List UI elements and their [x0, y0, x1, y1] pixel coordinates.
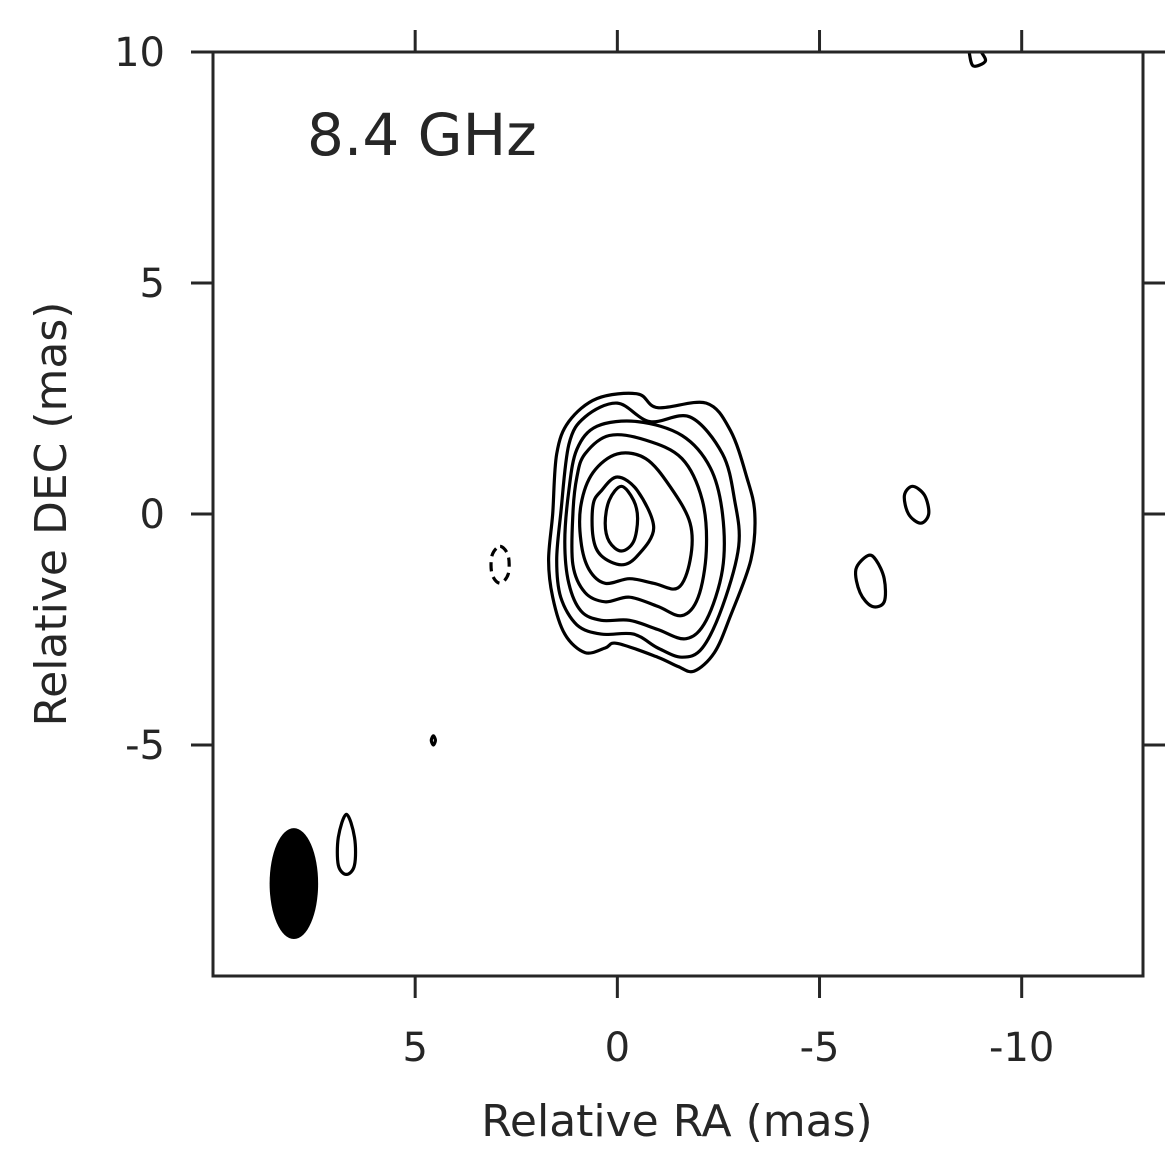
- contour-line: [547, 391, 757, 674]
- contour-line: [967, 51, 988, 68]
- contour-line: [429, 734, 437, 747]
- contour-line: [902, 484, 931, 525]
- y-axis-label: Relative DEC (mas): [26, 302, 77, 727]
- y-tick-label: -5: [125, 723, 165, 769]
- contour-line: [555, 401, 741, 659]
- y-tick-label: 10: [114, 30, 165, 76]
- x-tick-label: 0: [605, 1025, 630, 1071]
- contour-line: [578, 451, 694, 591]
- negative-contour: [489, 544, 511, 585]
- contour-line: [853, 553, 888, 609]
- contour-line: [570, 433, 709, 618]
- axis-labels: 8.4 GHz Relative RA (mas) Relative DEC (…: [26, 101, 873, 1147]
- y-tick-label: 0: [140, 492, 165, 538]
- frequency-annotation: 8.4 GHz: [307, 101, 537, 169]
- beam-layer: [269, 828, 319, 940]
- contour-line: [590, 475, 656, 567]
- contour-line: [563, 419, 726, 641]
- x-axis-label: Relative RA (mas): [481, 1096, 872, 1147]
- axis-ticks: 5 0 -5 -10 10 5 0 -5: [114, 30, 1165, 1071]
- plot-frame: [211, 50, 1145, 978]
- y-tick-label: 5: [140, 261, 165, 307]
- contour-lines: [335, 51, 988, 876]
- contour-line: [335, 812, 358, 876]
- beam-ellipse: [269, 828, 319, 940]
- x-tick-label: -5: [800, 1025, 840, 1071]
- contour-line: [603, 484, 640, 553]
- x-tick-label: 5: [402, 1025, 427, 1071]
- plot-border: [211, 50, 1145, 978]
- x-tick-label: -10: [989, 1025, 1054, 1071]
